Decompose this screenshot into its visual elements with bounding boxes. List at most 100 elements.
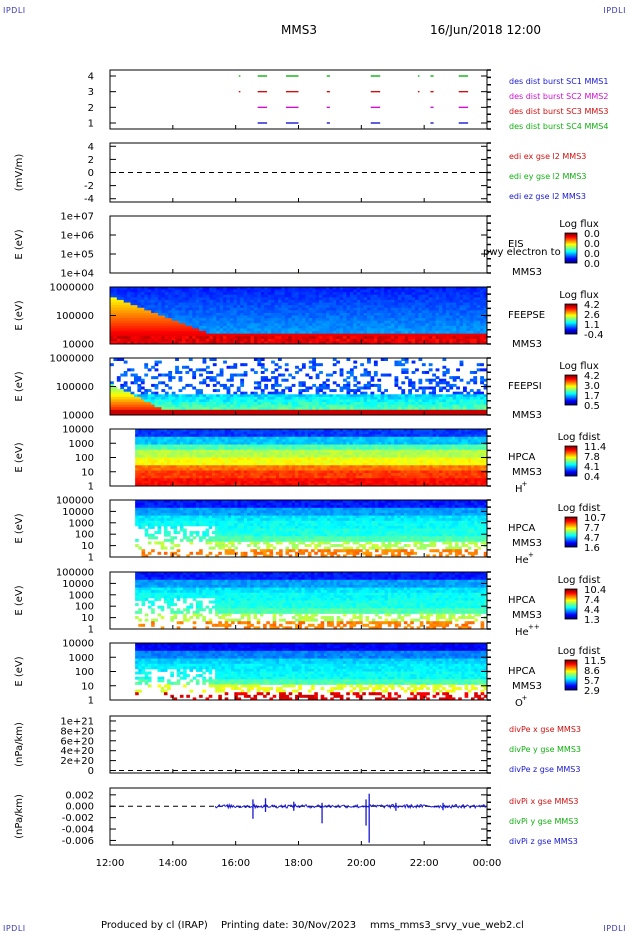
feepse-spectrogram-cell	[216, 287, 221, 290]
feepsi-spectrogram-cell	[168, 402, 173, 406]
feepse-spectrogram-cell	[418, 305, 423, 309]
feepse-spectrogram-cell	[401, 292, 406, 296]
feepse-spectrogram-cell	[456, 331, 460, 335]
feepse-spectrogram-cell	[456, 307, 460, 311]
hpca_h-spectrogram-cell	[243, 473, 248, 477]
feepse-spectrogram-cell	[181, 333, 186, 337]
feepsi-spectrogram-cell	[346, 402, 351, 406]
hpca_h-spectrogram-cell	[250, 465, 254, 469]
feepse-spectrogram-cell	[459, 315, 464, 319]
hpca_h-spectrogram-cell	[176, 470, 181, 474]
hpca_h-spectrogram-cell	[163, 483, 168, 487]
feepse-spectrogram-cell	[360, 331, 365, 335]
feepsi-spectrogram-cell	[291, 409, 296, 413]
feepse-spectrogram-cell	[110, 320, 114, 324]
feepse-spectrogram-cell	[295, 331, 299, 335]
feepsi-spectrogram-cell	[480, 409, 484, 413]
feepse-spectrogram-cell	[247, 331, 251, 335]
edi-ytick-label: -2	[84, 181, 94, 192]
feepse-spectrogram-cell	[161, 299, 166, 303]
feepse-spectrogram-cell	[373, 312, 378, 316]
feepse-spectrogram-cell	[257, 307, 262, 311]
feepsi-spectrogram-cell	[469, 396, 474, 400]
feepsi-spectrogram-cell	[205, 383, 210, 387]
feepse-spectrogram-cell	[247, 328, 251, 332]
feepse-spectrogram-cell	[188, 312, 193, 316]
feepse-spectrogram-cell	[195, 302, 200, 306]
hpca_h-spectrogram-cell	[151, 467, 155, 471]
hpca_h-spectrogram-cell	[269, 441, 274, 445]
feepse-spectrogram-cell	[432, 338, 436, 342]
feepse-colorbar-cell	[565, 308, 577, 310]
feepse-spectrogram-cell	[161, 315, 166, 319]
hpca_h-spectrogram-cell	[263, 436, 267, 440]
hpca_h-spectrogram-cell	[256, 454, 261, 458]
hpca_h-spectrogram-cell	[176, 457, 181, 461]
feepsi-spectrogram-cell	[387, 373, 392, 377]
feepse-spectrogram-cell	[332, 299, 337, 303]
feepse-spectrogram-cell	[140, 310, 145, 314]
feepse-spectrogram-cell	[250, 294, 255, 298]
feepsi-spectrogram-cell	[123, 396, 128, 400]
feepse-spectrogram-cell	[301, 341, 306, 345]
hpca_h-spectrogram-cell	[205, 441, 210, 445]
feepse-spectrogram-cell	[432, 320, 436, 324]
feepse-spectrogram-cell	[339, 315, 344, 319]
hpca_h-spectrogram-cell	[170, 467, 174, 471]
feepsi-spectrogram-cell	[401, 368, 406, 372]
feepse-spectrogram-cell	[325, 333, 330, 337]
feepse-spectrogram-cell	[370, 312, 375, 316]
feepse-spectrogram-cell	[267, 315, 272, 319]
feepsi-spectrogram-cell	[212, 378, 217, 382]
hpca_h-spectrogram-cell	[227, 436, 232, 440]
feepsi-spectrogram-cell	[346, 383, 351, 387]
feepse-spectrogram-cell	[181, 315, 186, 319]
feepse-spectrogram-cell	[312, 318, 317, 322]
hpca_h-spectrogram-cell	[167, 436, 171, 440]
feepsi-spectrogram-cell	[253, 381, 258, 385]
hpca_h-spectrogram-cell	[147, 465, 152, 469]
hpca_h-spectrogram-cell	[141, 441, 146, 445]
feepse-spectrogram-cell	[315, 333, 320, 337]
feepsi-spectrogram-cell	[332, 402, 337, 406]
feepsi-spectrogram-cell	[411, 412, 416, 416]
feepse-spectrogram-cell	[397, 341, 402, 345]
feepse-spectrogram-cell	[192, 305, 197, 309]
hpca_h-spectrogram-cell	[224, 444, 229, 448]
hpca_h-spectrogram-cell	[163, 457, 168, 461]
feepsi-spectrogram-cell	[466, 394, 471, 398]
hpca_h-spectrogram-cell	[160, 460, 165, 464]
hpca_h-spectrogram-cell	[186, 462, 190, 466]
feepse-spectrogram-cell	[288, 294, 293, 298]
feepsi-spectrogram-cell	[260, 394, 265, 398]
feepse-spectrogram-cell	[329, 318, 334, 322]
feepse-spectrogram-cell	[202, 320, 207, 324]
feepsi-spectrogram-cell	[209, 394, 214, 398]
feepse-spectrogram-cell	[363, 315, 368, 319]
feepse-spectrogram-cell	[435, 328, 440, 332]
feepse-spectrogram-cell	[452, 318, 457, 322]
hpca_h-spectrogram-cell	[179, 449, 184, 453]
feepsi-spectrogram-cell	[332, 370, 337, 374]
hpca_h-spectrogram-cell	[256, 475, 261, 479]
feepse-spectrogram-cell	[346, 328, 351, 332]
feepsi-spectrogram-cell	[360, 391, 365, 395]
feepse-spectrogram-cell	[185, 299, 190, 303]
feepse-spectrogram-cell	[391, 323, 395, 327]
hpca_h-spectrogram-cell	[160, 475, 165, 479]
feepse-spectrogram-cell	[284, 310, 289, 314]
feepsi-spectrogram-cell	[391, 402, 395, 406]
feepse-spectrogram-cell	[332, 297, 337, 301]
feepse-spectrogram-cell	[343, 323, 347, 327]
feepse-spectrogram-cell	[253, 299, 258, 303]
feepse-spectrogram-cell	[253, 310, 258, 314]
hpca_h-spectrogram-cell	[173, 478, 178, 482]
feepse-spectrogram-cell	[401, 318, 406, 322]
feepsi-spectrogram-cell	[120, 409, 125, 413]
hpca_h-spectrogram-cell	[237, 436, 242, 440]
feepse-spectrogram-cell	[445, 328, 450, 332]
hpca_h-spectrogram-cell	[147, 473, 152, 477]
feepsi-spectrogram-cell	[284, 396, 289, 400]
eis-colorbar-cell	[565, 243, 577, 245]
feepse-spectrogram-cell	[175, 310, 179, 314]
